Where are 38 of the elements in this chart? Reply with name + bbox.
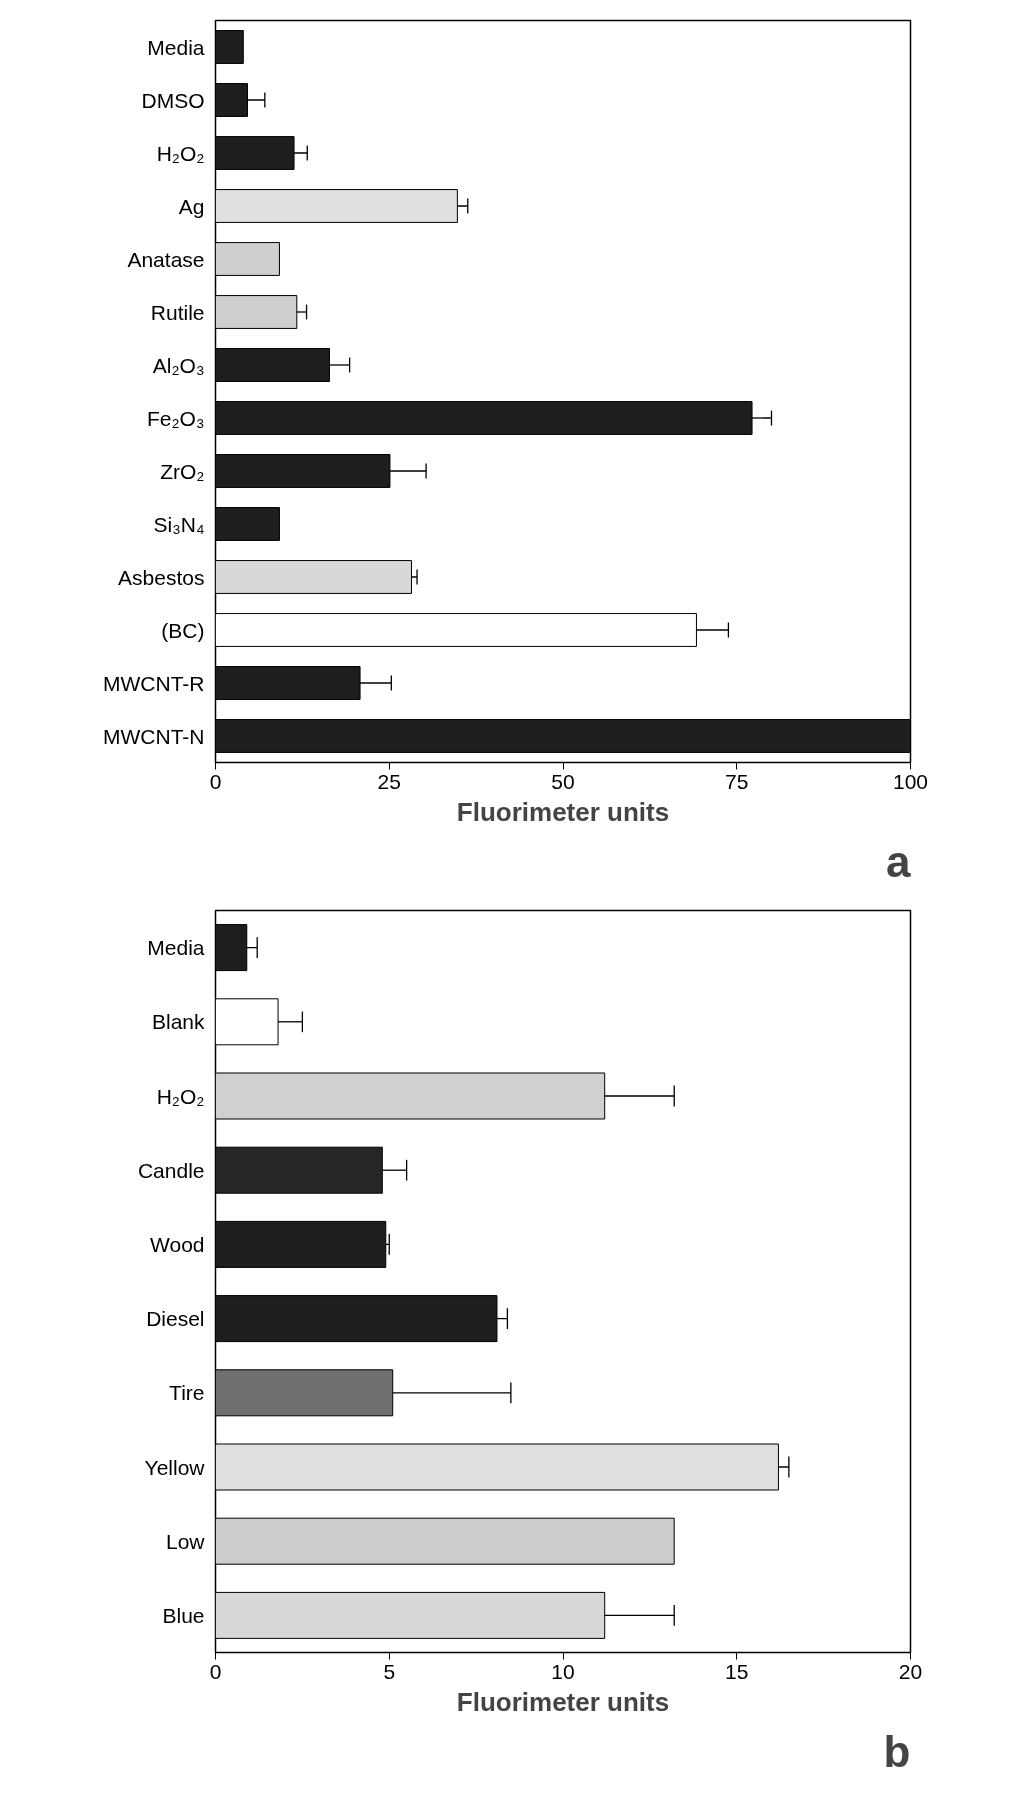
y-tick-label: Low bbox=[165, 1529, 206, 1553]
x-tick-label: 5 bbox=[383, 1659, 396, 1683]
y-tick-label: Media bbox=[147, 936, 205, 960]
x-tick-label: 20 bbox=[898, 1659, 923, 1683]
x-tick-label: 75 bbox=[725, 769, 749, 793]
y-tick-label: Ag bbox=[178, 194, 205, 218]
x-tick-label: 25 bbox=[377, 769, 401, 793]
x-axis-title: Fluorimeter units bbox=[456, 1686, 670, 1717]
x-tick-label: 0 bbox=[209, 1659, 222, 1683]
y-tick-label: Blank bbox=[151, 1010, 205, 1034]
x-tick-label: 100 bbox=[892, 769, 929, 793]
y-tick-label: H₂O₂ bbox=[156, 141, 205, 165]
y-tick-label: Rutile bbox=[150, 300, 205, 324]
y-tick-label: (BC) bbox=[161, 618, 205, 642]
y-tick-label: Al₂O₃ bbox=[152, 353, 205, 377]
y-tick-label: Si₃N₄ bbox=[153, 512, 205, 536]
y-tick-label: Blue bbox=[162, 1603, 205, 1627]
x-tick-label: 50 bbox=[551, 769, 575, 793]
y-tick-label: Asbestos bbox=[118, 565, 205, 589]
y-tick-label: MWCNT-R bbox=[103, 671, 205, 695]
text: b bbox=[883, 1726, 911, 1776]
x-axis-title: Fluorimeter units bbox=[456, 796, 670, 827]
y-tick-label: ZrO₂ bbox=[160, 459, 205, 483]
y-tick-label: Candle bbox=[137, 1158, 205, 1182]
x-tick-label: 10 bbox=[551, 1659, 575, 1683]
y-tick-label: Media bbox=[147, 35, 205, 59]
y-tick-label: DMSO bbox=[141, 88, 205, 112]
x-tick-label: 15 bbox=[725, 1659, 749, 1683]
text: a bbox=[886, 836, 912, 886]
y-tick-label: Yellow bbox=[144, 1455, 206, 1479]
y-tick-label: Wood bbox=[150, 1232, 205, 1256]
x-tick-label: 0 bbox=[209, 769, 222, 793]
y-tick-label: Diesel bbox=[146, 1307, 205, 1331]
y-tick-label: H₂O₂ bbox=[156, 1084, 205, 1108]
y-tick-label: MWCNT-N bbox=[103, 724, 205, 748]
y-tick-label: Anatase bbox=[127, 247, 205, 271]
y-tick-label: Tire bbox=[169, 1381, 205, 1405]
y-tick-label: Fe₂O₃ bbox=[146, 406, 205, 430]
